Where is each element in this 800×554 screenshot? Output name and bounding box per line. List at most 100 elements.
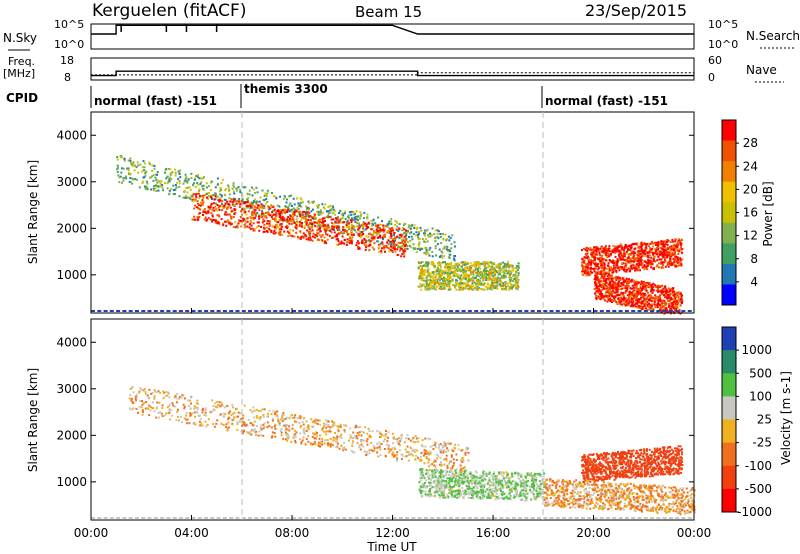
power-cell <box>177 177 180 180</box>
power-cell <box>486 282 489 285</box>
velocity-cell <box>460 449 462 452</box>
power-cell <box>373 242 376 245</box>
power-cell <box>341 232 344 235</box>
power-cell <box>351 210 353 213</box>
power-cell <box>201 199 204 202</box>
power-cell <box>417 236 419 239</box>
power-cell <box>402 249 405 252</box>
power-cell <box>615 300 618 303</box>
power-cell <box>227 202 230 205</box>
power-cell <box>380 249 383 252</box>
velocity-cell <box>372 450 375 453</box>
power-cell <box>598 285 600 288</box>
power-cell <box>269 207 272 210</box>
power-cell <box>620 254 623 257</box>
power-cell <box>657 266 660 269</box>
power-ground-cell <box>323 310 328 312</box>
power-cell <box>367 232 370 235</box>
power-cell <box>286 198 288 201</box>
power-cell <box>496 264 499 267</box>
power-cell <box>510 264 513 267</box>
power-cell <box>236 226 239 229</box>
power-cell <box>468 266 471 269</box>
power-cell <box>389 236 392 239</box>
power-cell <box>450 280 452 283</box>
power-cell <box>188 186 191 189</box>
power-cell <box>644 287 647 290</box>
power-cell <box>352 233 355 236</box>
power-cell <box>632 257 635 260</box>
velocity-cell <box>171 414 173 417</box>
power-cell <box>496 287 499 290</box>
power-cell <box>651 289 654 291</box>
power-cell <box>138 186 141 189</box>
power-cell <box>439 278 442 281</box>
power-cell <box>427 287 430 290</box>
power-cell <box>638 298 641 301</box>
power-cell <box>332 206 335 209</box>
power-cell <box>455 284 458 287</box>
power-cell <box>317 212 320 215</box>
power-cell <box>605 249 608 252</box>
power-cell <box>599 265 602 268</box>
power-cell <box>494 269 497 272</box>
power-cell <box>663 293 665 296</box>
power-cell <box>355 217 358 219</box>
power-cell <box>238 198 241 201</box>
power-cell <box>643 296 646 299</box>
power-cbar-label-6: 4 <box>750 275 758 289</box>
power-cell <box>201 203 204 206</box>
power-cell <box>656 304 659 307</box>
power-cell <box>622 255 625 258</box>
power-cell <box>622 295 625 298</box>
power-cell <box>399 247 402 250</box>
power-cell <box>483 268 486 271</box>
power-cell <box>263 220 266 222</box>
power-cell <box>595 253 598 256</box>
power-cell <box>410 231 413 234</box>
power-cell <box>286 209 289 212</box>
power-cell <box>352 219 355 222</box>
power-cell <box>431 255 434 258</box>
power-cell <box>203 194 206 197</box>
power-cell <box>650 247 653 250</box>
power-cell <box>666 296 669 299</box>
power-cell <box>336 243 339 246</box>
power-cell <box>431 284 434 287</box>
power-cell <box>268 224 271 226</box>
power-cell <box>502 270 505 273</box>
power-cell <box>310 210 313 213</box>
power-cell <box>322 221 325 224</box>
power-cell <box>620 288 623 291</box>
power-cell <box>477 261 480 264</box>
power-cell <box>648 297 651 300</box>
power-cell <box>624 304 627 307</box>
power-cell <box>234 221 237 224</box>
power-cell <box>279 224 282 227</box>
power-cell <box>386 231 389 234</box>
power-cell <box>207 195 210 198</box>
power-cell <box>589 247 592 249</box>
power-cell <box>641 289 643 291</box>
power-cell <box>379 234 382 237</box>
power-cell <box>609 298 611 301</box>
power-cell <box>427 273 430 276</box>
power-cell <box>137 171 140 174</box>
power-cell <box>483 284 486 287</box>
velocity-cell <box>262 415 265 418</box>
power-cell <box>227 220 230 223</box>
velocity-cell <box>141 411 144 413</box>
power-cell <box>450 262 453 265</box>
power-cell <box>399 237 402 239</box>
freq-right-tick-top: 60 <box>708 54 722 67</box>
power-cell <box>581 249 583 252</box>
power-cell <box>597 279 600 282</box>
power-cell <box>350 219 353 222</box>
power-cell <box>602 287 605 290</box>
power-cell <box>248 202 251 205</box>
power-cell <box>206 196 208 199</box>
power-cell <box>322 220 325 223</box>
power-cell <box>413 224 416 227</box>
power-cell <box>288 195 291 198</box>
power-cell <box>269 214 272 217</box>
